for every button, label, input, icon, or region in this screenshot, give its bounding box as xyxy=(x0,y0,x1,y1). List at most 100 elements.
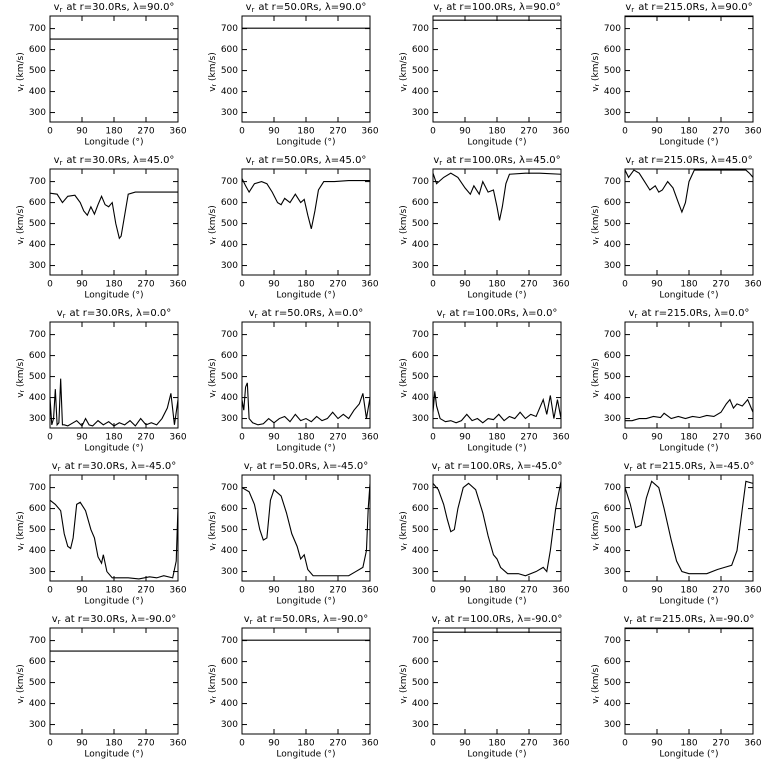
y-label-subscript: r xyxy=(19,542,26,545)
x-axis-label: Longitude (°) xyxy=(659,291,718,301)
x-tick-label: 360 xyxy=(744,586,761,596)
y-label-text: (km/s) xyxy=(399,205,409,234)
title-symbol: v xyxy=(433,155,439,166)
x-tick-label: 90 xyxy=(651,739,663,749)
data-line xyxy=(625,169,753,214)
title-subscript: r xyxy=(634,312,637,320)
plot-frame xyxy=(624,627,754,735)
y-tick-label: 600 xyxy=(604,45,621,55)
panel-title: vr at r=30.0Rs, λ=90.0° xyxy=(54,2,175,14)
panel: vr at r=100.0Rs, λ=45.0°vr(km/s)Longitude… xyxy=(399,155,570,301)
x-tick-label: 270 xyxy=(137,433,154,443)
title-text: at r=215.0Rs, λ=45.0° xyxy=(638,155,752,166)
x-tick-label: 270 xyxy=(712,280,729,290)
x-tick-label: 360 xyxy=(169,280,186,290)
title-text: at r=50.0Rs, λ=-90.0° xyxy=(257,614,369,625)
x-axis-label: Longitude (°) xyxy=(276,444,335,454)
x-tick-label: 270 xyxy=(329,127,346,137)
title-subscript: r xyxy=(439,6,442,14)
panel-title: vr at r=50.0Rs, λ=-45.0° xyxy=(244,461,368,473)
title-symbol: v xyxy=(246,155,252,166)
y-label-subscript: r xyxy=(402,389,409,392)
plot-frame xyxy=(624,474,754,582)
y-label-subscript: r xyxy=(19,236,26,239)
x-tick-label: 0 xyxy=(622,433,628,443)
panel-title: vr at r=50.0Rs, λ=-90.0° xyxy=(244,614,368,626)
panel-title: vr at r=30.0Rs, λ=45.0° xyxy=(54,155,175,167)
plot-area xyxy=(50,191,178,240)
y-tick-label: 300 xyxy=(221,720,238,730)
y-tick-label: 700 xyxy=(221,483,238,493)
x-tick-label: 90 xyxy=(76,280,88,290)
y-tick-label: 300 xyxy=(221,414,238,424)
y-tick-label: 600 xyxy=(412,657,429,667)
x-tick-label: 180 xyxy=(680,586,697,596)
x-axis-label: Longitude (°) xyxy=(84,291,143,301)
x-tick-label: 360 xyxy=(552,586,569,596)
title-symbol: v xyxy=(624,614,630,625)
x-tick-label: 180 xyxy=(680,280,697,290)
y-tick-label: 500 xyxy=(29,525,46,535)
y-tick-label: 600 xyxy=(221,351,238,361)
y-tick-label: 600 xyxy=(29,198,46,208)
x-tick-label: 270 xyxy=(329,280,346,290)
title-text: at r=50.0Rs, λ=45.0° xyxy=(258,155,366,166)
y-tick-label: 500 xyxy=(604,66,621,76)
x-tick-label: 180 xyxy=(297,586,314,596)
panel-title: vr at r=215.0Rs, λ=0.0° xyxy=(629,308,750,320)
x-tick-label: 0 xyxy=(430,433,436,443)
y-label-symbol: v xyxy=(399,698,409,704)
x-tick-label: 180 xyxy=(105,280,122,290)
y-label-subscript: r xyxy=(594,542,601,545)
y-tick-label: 500 xyxy=(29,372,46,382)
y-tick-label: 400 xyxy=(604,87,621,97)
y-tick-label: 700 xyxy=(412,483,429,493)
x-tick-label: 270 xyxy=(520,739,537,749)
x-tick-label: 360 xyxy=(361,586,378,596)
x-tick-label: 180 xyxy=(488,127,505,137)
y-axis-label: vr (km/s) xyxy=(208,205,218,245)
x-tick-label: 180 xyxy=(488,586,505,596)
y-tick-label: 500 xyxy=(412,525,429,535)
title-subscript: r xyxy=(250,618,253,626)
y-tick-label: 300 xyxy=(604,261,621,271)
panel: vr at r=30.0Rs, λ=-90.0°vr(km/s)Longitude… xyxy=(16,614,187,760)
panel: vr at r=215.0Rs, λ=-90.0°vr(km/s)Longitud… xyxy=(591,614,762,760)
x-tick-label: 360 xyxy=(361,433,378,443)
y-tick-label: 600 xyxy=(412,198,429,208)
y-tick-label: 700 xyxy=(221,177,238,187)
x-tick-label: 270 xyxy=(712,586,729,596)
plot-frame xyxy=(241,627,371,735)
y-label-text: (km/s) xyxy=(399,664,409,693)
title-symbol: v xyxy=(244,614,250,625)
y-tick-label: 300 xyxy=(604,720,621,730)
x-tick-label: 0 xyxy=(239,280,245,290)
x-tick-label: 0 xyxy=(430,280,436,290)
y-label-text: (km/s) xyxy=(16,511,26,540)
panel-title: vr at r=30.0Rs, λ=-45.0° xyxy=(52,461,176,473)
y-label-symbol: v xyxy=(591,86,601,92)
x-tick-label: 270 xyxy=(137,586,154,596)
data-line xyxy=(50,191,178,240)
y-label-subscript: r xyxy=(211,542,218,545)
y-label-symbol: v xyxy=(399,86,409,92)
x-tick-label: 270 xyxy=(137,739,154,749)
y-label-symbol: v xyxy=(208,698,218,704)
y-label-subscript: r xyxy=(19,83,26,86)
title-symbol: v xyxy=(54,155,60,166)
title-symbol: v xyxy=(432,614,438,625)
y-label-subscript: r xyxy=(19,389,26,392)
x-tick-label: 270 xyxy=(712,433,729,443)
y-tick-label: 400 xyxy=(412,240,429,250)
x-tick-label: 360 xyxy=(744,739,761,749)
x-tick-label: 0 xyxy=(239,127,245,137)
title-text: at r=30.0Rs, λ=-90.0° xyxy=(65,614,177,625)
title-symbol: v xyxy=(437,308,443,319)
y-label-text: (km/s) xyxy=(591,52,601,81)
panel: vr at r=50.0Rs, λ=45.0°vr(km/s)Longitude … xyxy=(208,155,379,301)
y-tick-label: 500 xyxy=(221,678,238,688)
y-axis-label: vr (km/s) xyxy=(399,664,409,704)
plot-frame xyxy=(432,168,562,276)
y-tick-label: 500 xyxy=(29,219,46,229)
panel-title: vr at r=215.0Rs, λ=45.0° xyxy=(625,155,752,167)
